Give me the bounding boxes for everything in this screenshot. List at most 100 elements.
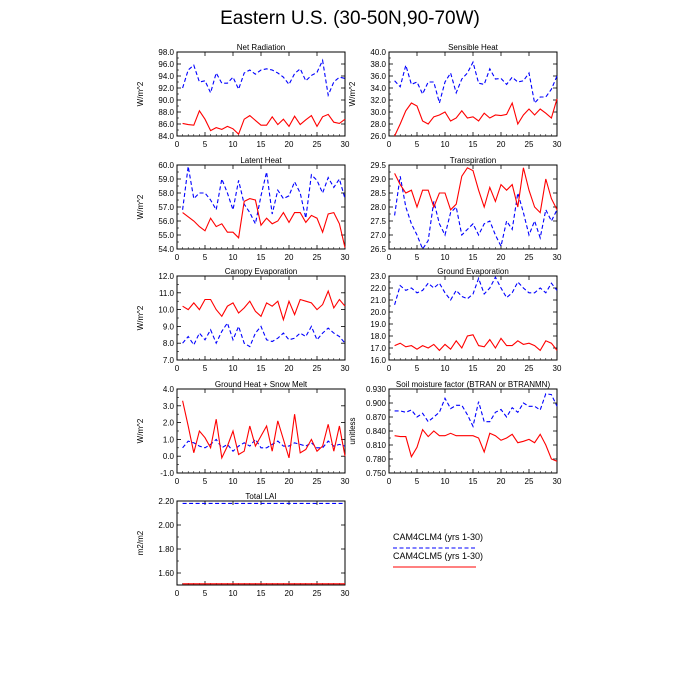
x-tick-label: 20 xyxy=(285,253,294,262)
x-tick-label: 5 xyxy=(203,589,208,598)
y-tick-label: 2.20 xyxy=(158,497,174,506)
series-line-clm5 xyxy=(182,289,346,322)
y-tick-label: 9.0 xyxy=(163,322,175,331)
x-tick-label: 20 xyxy=(497,364,506,373)
y-axis-label: W/m^2 xyxy=(136,194,145,219)
x-tick-label: 0 xyxy=(175,364,180,373)
panel-title: Net Radiation xyxy=(237,43,285,52)
x-tick-label: 20 xyxy=(497,477,506,486)
panel-title: Sensible Heat xyxy=(448,43,499,52)
y-tick-label: 2.00 xyxy=(158,521,174,530)
plot-frame xyxy=(176,275,346,361)
x-tick-label: 0 xyxy=(387,477,392,486)
panel-title: Soil moisture factor (BTRAN or BTRANMN) xyxy=(396,380,551,389)
y-tick-label: 0.750 xyxy=(366,469,387,478)
x-tick-label: 30 xyxy=(341,477,350,486)
y-tick-label: 98.0 xyxy=(158,48,174,57)
x-tick-label: 15 xyxy=(257,364,266,373)
series-line-clm4 xyxy=(394,60,558,106)
x-tick-label: 0 xyxy=(175,253,180,262)
y-tick-label: 94.0 xyxy=(158,72,174,81)
x-tick-label: 25 xyxy=(313,589,322,598)
panel-title: Transpiration xyxy=(450,156,496,165)
y-tick-label: 7.0 xyxy=(163,356,175,365)
x-tick-label: 15 xyxy=(469,364,478,373)
x-tick-label: 10 xyxy=(441,477,450,486)
x-tick-label: 0 xyxy=(387,140,392,149)
y-tick-label: 10.0 xyxy=(158,306,174,315)
panel-title: Canopy Evaporation xyxy=(225,267,298,276)
x-tick-label: 0 xyxy=(387,364,392,373)
y-axis-label: W/m^2 xyxy=(136,305,145,330)
y-tick-label: 3.0 xyxy=(163,402,175,411)
x-tick-label: 0 xyxy=(175,140,180,149)
x-tick-label: 15 xyxy=(257,589,266,598)
x-tick-label: 5 xyxy=(203,253,208,262)
x-tick-label: 15 xyxy=(469,140,478,149)
legend-label: CAM4CLM4 (yrs 1-30) xyxy=(393,532,483,542)
y-tick-label: 0.930 xyxy=(366,385,387,394)
panel-title: Ground Heat + Snow Melt xyxy=(215,380,308,389)
panel-title: Latent Heat xyxy=(240,156,282,165)
y-tick-label: 28.0 xyxy=(370,203,386,212)
plot-frame xyxy=(388,388,558,474)
series-line-clm4 xyxy=(182,438,346,452)
y-tick-label: 92.0 xyxy=(158,84,174,93)
plot-frame xyxy=(388,51,558,137)
y-tick-label: 4.0 xyxy=(163,385,175,394)
x-tick-label: 5 xyxy=(415,140,420,149)
x-tick-label: 25 xyxy=(525,253,534,262)
y-tick-label: 8.0 xyxy=(163,339,175,348)
x-tick-label: 30 xyxy=(553,253,562,262)
y-tick-label: 86.0 xyxy=(158,120,174,129)
y-tick-label: 23.0 xyxy=(370,272,386,281)
y-tick-label: 0.780 xyxy=(366,455,387,464)
y-tick-label: 28.5 xyxy=(370,189,386,198)
x-tick-label: 5 xyxy=(415,253,420,262)
series-line-clm5 xyxy=(394,167,558,214)
plot-frame xyxy=(176,51,346,137)
x-tick-label: 25 xyxy=(313,364,322,373)
y-tick-label: 40.0 xyxy=(370,48,386,57)
figure-title: Eastern U.S. (30-50N,90-70W) xyxy=(220,8,480,29)
x-tick-label: 30 xyxy=(341,140,350,149)
chart-panel: Net Radiation 84.0 86.0 88.0 90.0 92.0 94.0 96.… xyxy=(136,43,350,149)
y-tick-label: 96.0 xyxy=(158,60,174,69)
chart-panel: Sensible Heat 26.0 28.0 30.0 32.0 34.0 36.0 38.… xyxy=(348,43,562,149)
x-tick-label: 15 xyxy=(469,253,478,262)
series-line-clm5 xyxy=(394,334,558,352)
y-tick-label: 0.900 xyxy=(366,399,387,408)
panel-title: Total LAI xyxy=(245,492,276,501)
series-line-clm5 xyxy=(182,400,346,460)
y-tick-label: 0.0 xyxy=(163,452,175,461)
chart-panel: Total LAI 1.60 1.80 2.00 2.20 0 5 10 15 20 25 30 m2/… xyxy=(136,492,350,598)
y-tick-label: 0.840 xyxy=(366,427,387,436)
x-tick-label: 10 xyxy=(229,589,238,598)
y-tick-label: 2.0 xyxy=(163,419,175,428)
x-tick-label: 30 xyxy=(553,140,562,149)
y-tick-label: 59.0 xyxy=(158,175,174,184)
x-tick-label: 20 xyxy=(497,253,506,262)
y-tick-label: 1.60 xyxy=(158,569,174,578)
series-line-clm5 xyxy=(394,428,558,462)
y-tick-label: 26.0 xyxy=(370,132,386,141)
series-line-clm4 xyxy=(394,176,558,251)
y-tick-label: 32.0 xyxy=(370,96,386,105)
x-tick-label: 30 xyxy=(341,364,350,373)
x-tick-label: 10 xyxy=(229,140,238,149)
y-tick-label: 55.0 xyxy=(158,231,174,240)
chart-panel: Transpiration 26.5 27.0 27.5 28.0 28.5 29.0 29.… xyxy=(370,156,562,262)
series-line-clm4 xyxy=(182,166,346,226)
chart-panel: Canopy Evaporation 7.0 8.0 9.0 10.0 11.0 12.0 0… xyxy=(136,267,350,373)
x-tick-label: 30 xyxy=(553,364,562,373)
series-line-clm4 xyxy=(394,393,558,428)
y-tick-label: 1.0 xyxy=(163,435,175,444)
chart-panel: Ground Evaporation 16.0 17.0 18.0 19.0 20.0 21… xyxy=(370,267,562,373)
x-tick-label: 5 xyxy=(415,364,420,373)
x-tick-label: 0 xyxy=(175,589,180,598)
x-tick-label: 30 xyxy=(341,589,350,598)
plot-frame xyxy=(176,164,346,250)
y-tick-label: 21.0 xyxy=(370,296,386,305)
x-tick-label: 5 xyxy=(203,140,208,149)
